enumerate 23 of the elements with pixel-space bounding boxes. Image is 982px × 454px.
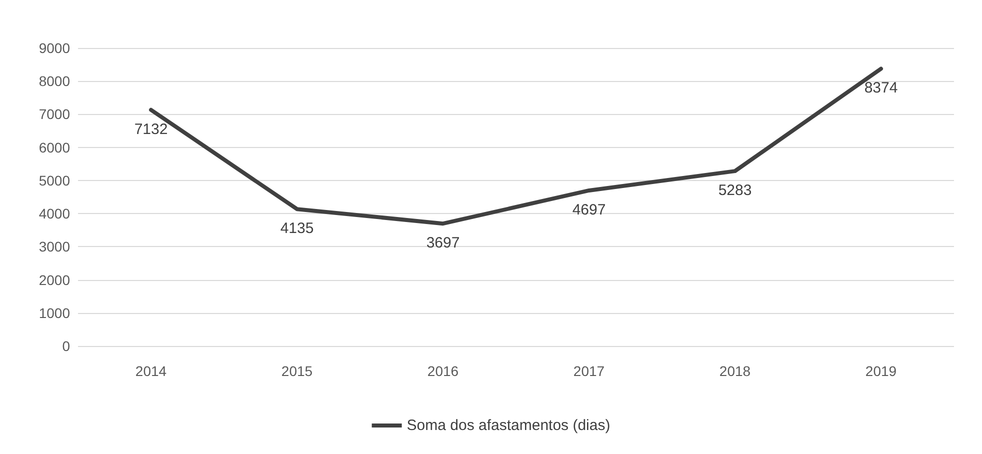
legend-label: Soma dos afastamentos (dias): [406, 417, 610, 434]
data-label: 7132: [134, 120, 168, 138]
x-tick-label: 2016: [427, 363, 459, 379]
x-tick-label: 2015: [281, 363, 313, 379]
data-label: 3697: [426, 234, 460, 252]
data-label: 8374: [864, 80, 898, 97]
y-tick-label: 3000: [38, 238, 70, 255]
x-tick-label: 2014: [135, 363, 167, 379]
y-tick-label: 2000: [38, 272, 70, 288]
y-tick-label: 7000: [38, 106, 70, 122]
x-tick-label: 2017: [573, 363, 605, 379]
y-tick-label: 0: [62, 338, 70, 354]
y-tick-label: 9000: [38, 40, 70, 56]
y-tick-label: 6000: [38, 139, 70, 156]
x-tick-label: 2018: [719, 363, 751, 379]
data-label: 4697: [572, 201, 606, 218]
y-tick-label: 5000: [38, 172, 70, 188]
x-tick-label: 2019: [865, 363, 897, 379]
y-tick-label: 8000: [38, 73, 70, 90]
data-label: 4135: [280, 220, 314, 238]
y-tick-label: 1000: [38, 304, 70, 321]
data-label: 5283: [718, 182, 752, 200]
y-tick-label: 4000: [38, 206, 70, 222]
